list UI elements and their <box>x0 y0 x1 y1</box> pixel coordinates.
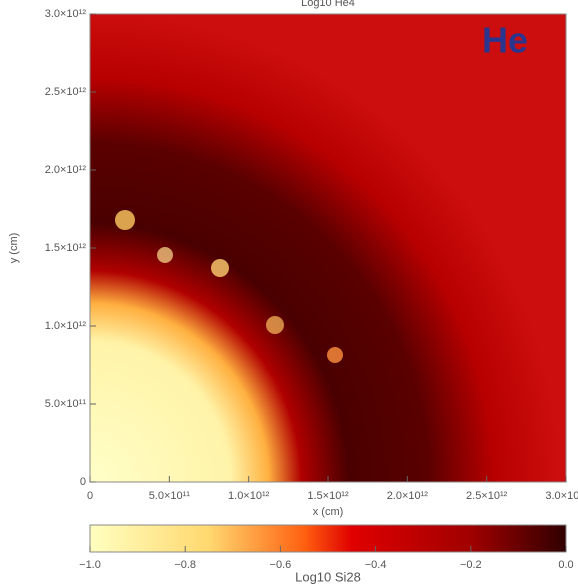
colorbar-tick-label: −0.6 <box>270 559 292 571</box>
x-tick-label: 5.0×10¹¹ <box>149 490 191 502</box>
colorbar-tick-label: −0.8 <box>174 559 196 571</box>
y-axis-label: y (cm) <box>8 233 20 264</box>
x-tick-label: 2.0×10¹² <box>387 490 429 502</box>
y-tick-label: 3.0×10¹² <box>45 8 87 20</box>
plume <box>266 316 284 334</box>
chart-title: Log10 He4 <box>301 0 355 9</box>
y-tick-label: 1.0×10¹² <box>45 320 87 332</box>
x-tick-label: 0 <box>87 490 93 502</box>
plume <box>327 347 343 363</box>
y-tick-label: 1.5×10¹² <box>45 242 87 254</box>
x-tick-label: 3.0×10¹² <box>545 490 578 502</box>
plume <box>211 259 229 277</box>
colorbar-tick-label: 0.0 <box>558 559 573 571</box>
colorbar-label: Log10 Si28 <box>295 569 361 584</box>
y-tick-label: 2.0×10¹² <box>45 164 87 176</box>
colorbar-tick-label: −0.4 <box>365 559 387 571</box>
field-image <box>90 14 566 482</box>
colorbar-tick-label: −0.2 <box>460 559 482 571</box>
y-tick-label: 0 <box>80 476 86 488</box>
x-tick-label: 1.0×10¹² <box>228 490 270 502</box>
plume <box>115 210 135 230</box>
colorbar <box>89 524 567 553</box>
species-label: He <box>482 20 528 61</box>
y-tick-label: 2.5×10¹² <box>45 86 87 98</box>
simulation-field <box>90 14 566 482</box>
x-axis-label: x (cm) <box>313 506 344 518</box>
x-tick-label: 1.5×10¹² <box>307 490 349 502</box>
y-tick-label: 5.0×10¹¹ <box>45 398 87 410</box>
colorbar-tick-label: −1.0 <box>79 559 101 571</box>
x-tick-label: 2.5×10¹² <box>466 490 508 502</box>
plume <box>157 247 173 263</box>
